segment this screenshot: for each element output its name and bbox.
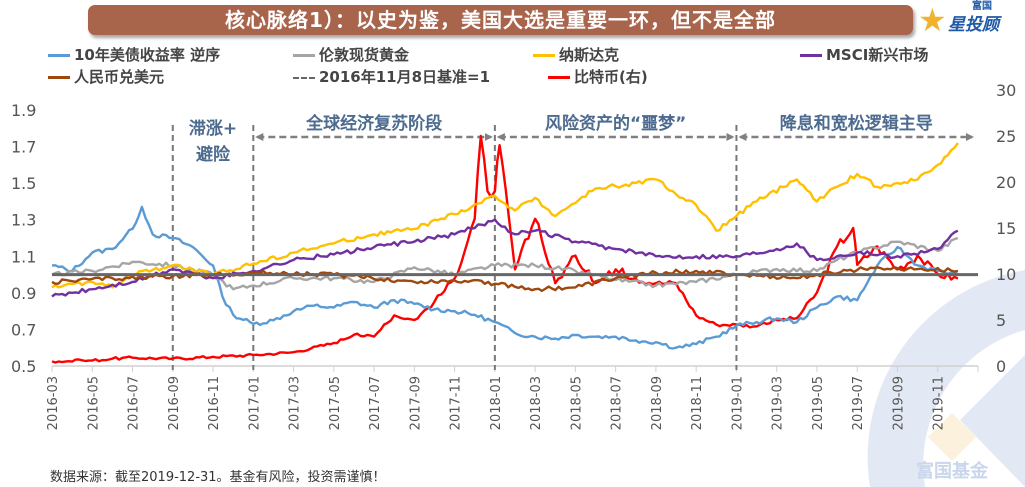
logo-big-text: 星投顾: [948, 14, 999, 36]
series-line-0: [51, 205, 959, 350]
phase-label: 滞涨+: [189, 119, 237, 139]
watermark: 富国基金: [867, 270, 1025, 487]
legend-item-bitcoin: 比特币(右): [548, 67, 648, 87]
legend-swatch: [800, 54, 822, 57]
title-banner: 核心脉络1）：以史为鉴，美国大选是重要一环，但不是全部: [88, 5, 913, 35]
x-tick-label: 2018-05: [569, 376, 584, 430]
series-line-2: [51, 142, 959, 289]
y-left-tick-label: 0.7: [11, 320, 36, 339]
legend-label: MSCI新兴市场: [826, 46, 929, 64]
x-tick-label: 2016-03: [46, 376, 61, 430]
phase-label: 全球经济复苏阶段: [305, 113, 442, 134]
x-tick-label: 2019-09: [891, 376, 906, 430]
legend-label: 比特币(右): [574, 68, 648, 86]
x-tick-label: 2018-03: [529, 376, 544, 430]
x-tick-label: 2019-01: [730, 376, 745, 430]
logo-suffix: 投顾: [965, 15, 999, 35]
x-tick-label: 2016-11: [207, 376, 222, 430]
y-right-tick-label: 5: [996, 311, 1006, 330]
legend-label: 10年美债收益率 逆序: [74, 46, 221, 64]
y-right-tick-label: 20: [996, 173, 1016, 192]
legend-label: 伦敦现货黄金: [319, 46, 410, 64]
series-line-5: [51, 134, 959, 364]
legend-item-msci: MSCI新兴市场: [800, 45, 928, 65]
y-right-tick-label: 15: [996, 219, 1016, 238]
series-group: [51, 134, 978, 364]
x-tick-label: 2017-09: [408, 376, 423, 430]
series-line-1: [51, 236, 959, 291]
logo-small-text: 富国: [972, 1, 992, 12]
x-tick-label: 2017-03: [288, 376, 303, 430]
logo: ★ 富国 星投顾: [918, 0, 1025, 42]
x-tick-label: 2019-05: [811, 376, 826, 430]
legend-label: 2016年11月8日基准=1: [319, 68, 491, 86]
y-left-tick-label: 0.5: [11, 357, 36, 376]
axes: 2016-03 2016-05 2016-07 2016-09 2016-11 2017-…: [11, 81, 1016, 430]
series-line-4: [51, 265, 959, 293]
legend-label: 人民币兑美元: [74, 68, 165, 86]
star-icon: ★: [918, 1, 947, 39]
y-right-tick-label: 10: [996, 265, 1016, 284]
x-tick-label: 2017-07: [368, 376, 383, 430]
x-tick-label: 2016-09: [167, 376, 182, 430]
legend-swatch: [293, 76, 315, 79]
legend-item-nasdaq: 纳斯达克: [533, 45, 619, 65]
x-tick-label: 2016-05: [86, 376, 101, 430]
x-tick-label: 2017-05: [328, 376, 343, 430]
y-left-tick-label: 1.9: [11, 101, 36, 120]
x-tick-label: 2019-03: [771, 376, 786, 430]
phase-label: 降息和宽松逻辑主导: [780, 113, 933, 134]
x-tick-label: 2019-07: [851, 376, 866, 430]
y-left-tick-label: 1.5: [11, 174, 36, 193]
phase-annotations: 滞涨+ 避险 全球经济复苏阶段 风险资产的“噩梦” 降息和宽松逻辑主导: [171, 113, 974, 370]
x-tick-label: 2019-11: [932, 376, 947, 430]
x-tick-label: 2018-11: [690, 376, 705, 430]
y-left-tick-label: 1.1: [11, 247, 36, 266]
x-tick-label: 2018-01: [489, 376, 504, 430]
y-left-tick-label: 1.7: [11, 138, 36, 157]
phase-label: 风险资产的“噩梦”: [545, 113, 686, 134]
x-tick-label: 2017-01: [247, 376, 262, 430]
legend-item-cny: 人民币兑美元: [48, 67, 164, 87]
watermark-text: 富国基金: [916, 460, 989, 482]
y-right-tick-label: 30: [996, 81, 1016, 100]
logo-prefix: 星: [948, 15, 965, 35]
legend-item-treasury: 10年美债收益率 逆序: [48, 45, 220, 65]
y-right-tick-label: 0: [996, 357, 1006, 376]
x-tick-label: 2016-07: [127, 376, 142, 430]
phase-label-line2: 避险: [196, 144, 231, 165]
legend-swatch: [293, 54, 315, 57]
legend-label: 纳斯达克: [559, 46, 620, 64]
legend-swatch: [48, 54, 70, 57]
legend-swatch: [48, 76, 70, 79]
footnote: 数据来源：截至2019-12-31。基金有风险，投资需谨慎！: [50, 470, 386, 485]
y-left-tick-label: 1.3: [11, 211, 36, 230]
y-left-tick-label: 0.9: [11, 284, 36, 303]
x-tick-label: 2017-11: [449, 376, 464, 430]
legend-item-baseline: 2016年11月8日基准=1: [293, 67, 490, 87]
x-tick-label: 2018-07: [610, 376, 625, 430]
legend-swatch: [533, 54, 555, 57]
y-right-tick-label: 25: [996, 127, 1016, 146]
legend-item-gold: 伦敦现货黄金: [293, 45, 409, 65]
x-tick-label: 2018-09: [650, 376, 665, 430]
legend-swatch: [548, 76, 570, 79]
chart-title: 核心脉络1）：以史为鉴，美国大选是重要一环，但不是全部: [225, 8, 776, 32]
